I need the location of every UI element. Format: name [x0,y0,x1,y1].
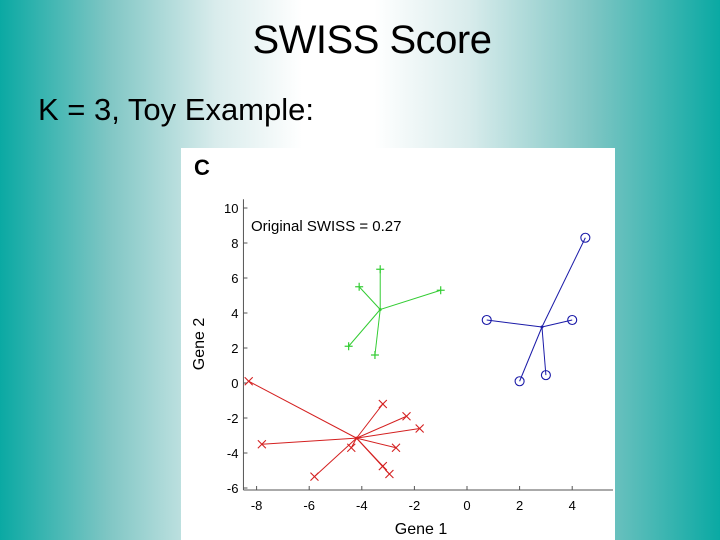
slide-subtitle: K = 3, Toy Example: [38,92,314,127]
x-marker [402,411,411,421]
centroid-link [374,309,381,356]
x-tick-label: -2 [409,498,421,513]
centroid-link [541,326,547,376]
x-tick-label: 2 [516,498,523,513]
centroid-link [519,326,543,382]
y-tick-label: 4 [231,306,238,321]
x-marker [391,443,401,453]
circle-marker [567,314,578,326]
y-tick-label: 0 [231,376,238,391]
x-tick-label: -6 [303,498,315,513]
circle-marker [514,376,525,387]
centroid-marker [378,308,382,311]
cluster-series [244,376,425,482]
y-tick-label: 6 [231,271,238,286]
centroid-marker [355,436,359,440]
scatter-chart: C -6 -4 -2 0 2 4 6 8 10 -8 -6 -4 -2 0 2 4 Original SWIS… [191,155,613,538]
y-tick-label: -6 [227,481,239,496]
centroid-link [314,437,357,477]
y-tick-label: 8 [231,236,238,251]
centroid-link [541,237,586,328]
centroid-link [541,319,573,328]
centroid-link [356,403,384,439]
centroid-link [348,309,381,347]
centroid-link [486,319,543,328]
y-axis-label: Gene 2 [191,318,208,371]
slide-title: SWISS Score [0,18,720,63]
centroid-link [248,380,357,439]
x-marker [310,472,319,482]
x-tick-label: -4 [356,498,368,513]
y-tick-label: -2 [227,411,239,426]
centroid-link [356,437,390,475]
panel-label: C [194,155,210,180]
x-marker [385,469,394,479]
centroid-link [356,428,420,439]
centroid-marker [540,325,544,329]
circle-marker [481,314,492,326]
x-tick-label: 4 [569,498,576,513]
y-tick-label: 10 [224,201,238,216]
circle-marker [580,232,591,243]
x-marker [346,443,356,453]
x-marker [415,424,425,433]
y-tick-label: -4 [227,446,239,461]
centroid-link [358,286,381,310]
centroid-link [356,437,397,449]
centroid-link [380,289,441,310]
scatter-figure: C -6 -4 -2 0 2 4 6 8 10 -8 -6 -4 -2 0 2 4 Original SWIS… [181,148,615,540]
centroid-link [261,437,357,445]
x-marker [244,376,254,386]
cluster-series [344,265,445,359]
plot-series [244,232,591,482]
swiss-annotation: Original SWISS = 0.27 [251,218,401,235]
x-tick-label: -8 [251,498,263,513]
x-tick-label: 0 [463,498,470,513]
cluster-series [481,232,591,387]
axes: -6 -4 -2 0 2 4 6 8 10 -8 -6 -4 -2 0 2 4 [224,199,613,513]
circle-marker [540,370,551,381]
slide-title-text: SWISS Score [252,18,492,62]
x-marker [378,399,388,409]
centroid-link [356,415,407,439]
x-axis-label: Gene 1 [395,521,448,538]
y-tick-label: 2 [231,341,238,356]
x-marker [257,439,267,449]
